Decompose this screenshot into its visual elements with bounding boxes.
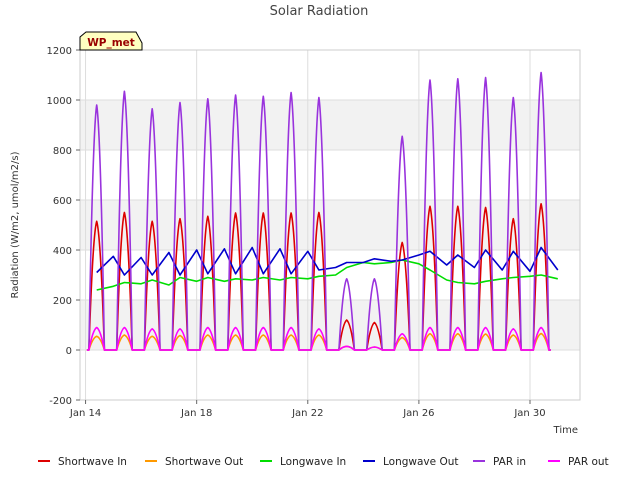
legend-item: Shortwave Out [145,456,243,468]
y-tick-label: 200 [53,296,72,307]
grid-bands [80,100,580,350]
x-tick-label: Jan 14 [69,408,101,419]
y-tick-label: 800 [53,146,72,157]
legend-label: PAR in [493,456,526,468]
y-tick-label: 600 [53,196,72,207]
legend-item: Longwave Out [363,456,458,468]
x-tick-label: Jan 18 [180,408,212,419]
legend-label: PAR out [568,456,609,468]
x-tick-label: Jan 30 [513,408,545,419]
series-line-par-in [86,71,551,351]
legend-label: Longwave Out [383,456,458,468]
x-axis-label: Time [553,425,578,436]
series-layer [86,71,559,351]
plot-frame [79,49,581,401]
legend-item: Longwave In [260,456,346,468]
grid-band [80,300,580,350]
legend-label: Longwave In [280,456,346,468]
grid-band [80,200,580,250]
legend-label: Shortwave Out [165,456,243,468]
grid-band [80,100,580,150]
y-axis-label: Radiation (W/m2, umol/m2/s) [10,151,21,298]
series-line-par-out [86,326,551,351]
station-badge-text: WP_met [87,37,135,49]
x-tick-label: Jan 26 [402,408,434,419]
y-tick-label: 0 [66,346,72,357]
station-badge: WP_met [79,31,143,51]
y-tick-label: 1000 [47,96,72,107]
axes: -200 0 200 400 600 800 1000 1200 Jan 14 Jan 18 Jan… [47,46,581,419]
legend-item: Shortwave In [38,456,127,468]
y-tick-label: 1200 [47,46,72,57]
chart-title: Solar Radiation [270,4,369,19]
y-tick-label: -200 [49,396,72,407]
legend-item: PAR out [548,456,609,468]
legend-label: Shortwave In [58,456,127,468]
series-line-shortwave-in [86,203,551,351]
series-line-longwave-in [96,259,558,291]
x-tick-label: Jan 22 [291,408,323,419]
y-tick-label: 400 [53,246,72,257]
legend: Shortwave In Shortwave Out Longwave In Long… [38,456,609,468]
legend-item: PAR in [473,456,526,468]
